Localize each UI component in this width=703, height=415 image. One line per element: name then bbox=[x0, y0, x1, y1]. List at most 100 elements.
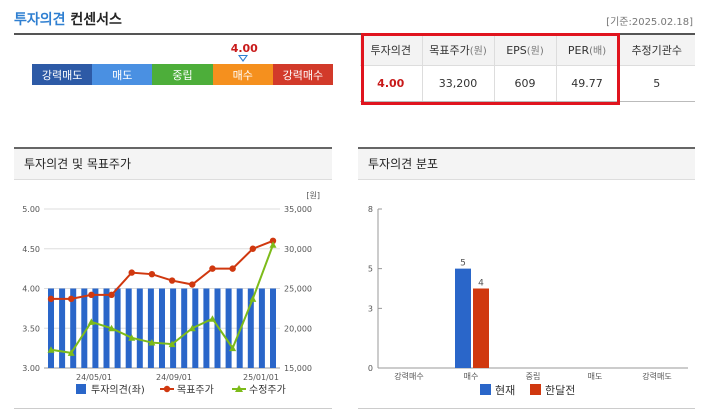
section-title-accent: 투자의견 bbox=[14, 12, 66, 28]
target-price-line bbox=[51, 239, 274, 300]
consensus-marker-icon bbox=[237, 55, 248, 62]
right-axis-tick-label: 30,000 bbox=[284, 245, 312, 254]
opinion-bar bbox=[270, 288, 276, 368]
legend-swatch bbox=[76, 384, 86, 394]
bar-value-label: 5 bbox=[460, 259, 466, 269]
legend-label: 투자의견(좌) bbox=[91, 384, 145, 396]
section-title-rest: 컨센서스 bbox=[70, 12, 122, 28]
legend-label: 현재 bbox=[495, 384, 515, 397]
summary-value-cell: 4.00 bbox=[360, 65, 423, 102]
category-label: 강력매수 bbox=[394, 371, 423, 381]
legend-swatch bbox=[480, 384, 491, 395]
adjusted-price-point bbox=[128, 334, 136, 341]
x-axis-tick-label: 25/01/01 bbox=[243, 373, 279, 382]
opinion-bar bbox=[192, 288, 199, 368]
legend-swatch bbox=[530, 384, 541, 395]
adjusted-price-point bbox=[87, 318, 95, 325]
right-axis-tick-label: 35,000 bbox=[284, 205, 312, 214]
target-price-point bbox=[88, 291, 95, 299]
target-price-point bbox=[168, 277, 176, 284]
target-price-point bbox=[67, 295, 75, 303]
summary-value-cell: 33,200 bbox=[422, 65, 495, 102]
panel-title: 투자의견 및 목표주가 bbox=[14, 149, 332, 180]
left-axis-tick-label: 3.50 bbox=[22, 324, 40, 333]
opinion-bar bbox=[81, 288, 88, 368]
opinion-bar bbox=[114, 288, 121, 368]
adjusted-price-point bbox=[67, 349, 75, 356]
category-label: 강력매도 bbox=[642, 371, 671, 381]
adjusted-price-point bbox=[269, 241, 277, 248]
summary-value-cell: 5 bbox=[618, 65, 695, 102]
opinion-bar bbox=[147, 288, 154, 368]
legend-swatch bbox=[235, 385, 243, 392]
opinion-distribution-panel: 투자의견 분포 0 3 5 8 강력매수 매수 5 4 중립 매도 강력매도 현재 한달전 bbox=[358, 147, 695, 409]
legend-swatch bbox=[163, 385, 171, 393]
right-axis-tick-label: 25,000 bbox=[284, 285, 312, 294]
left-axis-tick-label: 4.50 bbox=[22, 245, 40, 254]
scale-segment: 강력매도 bbox=[32, 64, 93, 85]
summary-header-cell: 목표주가(원) bbox=[422, 35, 495, 66]
adjusted-price-point bbox=[188, 324, 196, 332]
right-axis-unit: [원] bbox=[306, 191, 320, 200]
summary-header-label: 추정기관수 bbox=[631, 43, 683, 57]
header-divider bbox=[14, 33, 695, 35]
opinion-bar bbox=[70, 288, 77, 368]
summary-header-unit: (원) bbox=[469, 45, 487, 57]
target-price-point bbox=[229, 265, 236, 272]
adjusted-price-point bbox=[229, 344, 237, 352]
summary-header-unit: (배) bbox=[589, 46, 607, 58]
opinion-bar bbox=[247, 288, 254, 368]
left-axis-tick-label: 4.00 bbox=[22, 285, 40, 294]
target-price-point bbox=[47, 295, 55, 303]
opinion-bar bbox=[136, 288, 143, 368]
adjusted-price-point bbox=[47, 346, 55, 353]
opinion-bar bbox=[181, 288, 188, 368]
x-axis-tick-label: 24/05/01 bbox=[76, 373, 112, 382]
summary-value-row: 4.00 33,200 609 49.77 5 bbox=[360, 65, 695, 102]
adjusted-price-point bbox=[108, 324, 116, 332]
summary-value-cell: 609 bbox=[494, 65, 557, 102]
legend-label: 수정주가 bbox=[249, 384, 286, 396]
right-axis-tick-label: 20,000 bbox=[284, 324, 312, 333]
summary-header-row: 투자의견 목표주가(원) EPS(원) PER(배) 추정기관수 bbox=[360, 35, 695, 66]
opinion-bar bbox=[214, 288, 221, 368]
opinion-bar bbox=[103, 288, 110, 368]
category-label: 매도 bbox=[588, 372, 603, 381]
summary-header-cell: 추정기관수 bbox=[618, 35, 695, 66]
target-price-point bbox=[128, 269, 135, 276]
summary-header-cell: EPS(원) bbox=[494, 35, 557, 66]
adjusted-price-line bbox=[50, 244, 274, 354]
target-price-point bbox=[269, 237, 277, 244]
category-label: 매수 bbox=[464, 372, 479, 381]
summary-header-label: 목표주가 bbox=[429, 43, 470, 57]
adjusted-price-point bbox=[208, 315, 216, 322]
section-title: 투자의견 컨센서스 bbox=[14, 9, 122, 29]
consensus-value-label: 4.00 bbox=[230, 42, 258, 55]
target-price-point bbox=[189, 281, 196, 288]
scale-segment: 매도 bbox=[92, 64, 153, 85]
scale-segment: 매수 bbox=[212, 64, 273, 85]
y-axis-tick-label: 3 bbox=[368, 304, 373, 313]
left-axis-tick-label: 5.00 bbox=[22, 205, 40, 214]
x-axis-tick-label: 24/09/01 bbox=[156, 373, 192, 382]
target-price-point bbox=[209, 265, 216, 272]
opinion-bar bbox=[170, 288, 177, 368]
target-price-point bbox=[148, 270, 156, 278]
adjusted-price-point bbox=[148, 339, 156, 346]
opinion-bar bbox=[125, 288, 132, 368]
opinion-bar bbox=[159, 288, 165, 368]
panel-title: 투자의견 분포 bbox=[358, 149, 695, 180]
opinion-target-price-chart: 3.00 3.50 4.00 4.50 5.00 15,000 20,000 25,000 30… bbox=[22, 191, 320, 396]
y-axis-tick-label: 5 bbox=[368, 265, 373, 274]
left-axis-tick-label: 3.00 bbox=[22, 364, 40, 373]
adjusted-price-point bbox=[249, 295, 257, 302]
opinion-target-price-panel: 투자의견 및 목표주가 3.00 3.50 4.00 4.50 5.00 15,000 20… bbox=[14, 147, 332, 409]
y-axis-tick-label: 0 bbox=[368, 364, 373, 373]
distribution-bar bbox=[473, 288, 489, 368]
consensus-summary-table: 투자의견 목표주가(원) EPS(원) PER(배) 추정기관수 4.00 33,200 6… bbox=[360, 35, 695, 102]
summary-header-unit: (원) bbox=[526, 46, 544, 58]
consensus-scale: 강력매도 매도 중립 매수 강력매수 bbox=[32, 64, 334, 85]
scale-segment: 강력매수 bbox=[272, 64, 334, 85]
summary-header-cell: 투자의견 bbox=[360, 35, 423, 66]
